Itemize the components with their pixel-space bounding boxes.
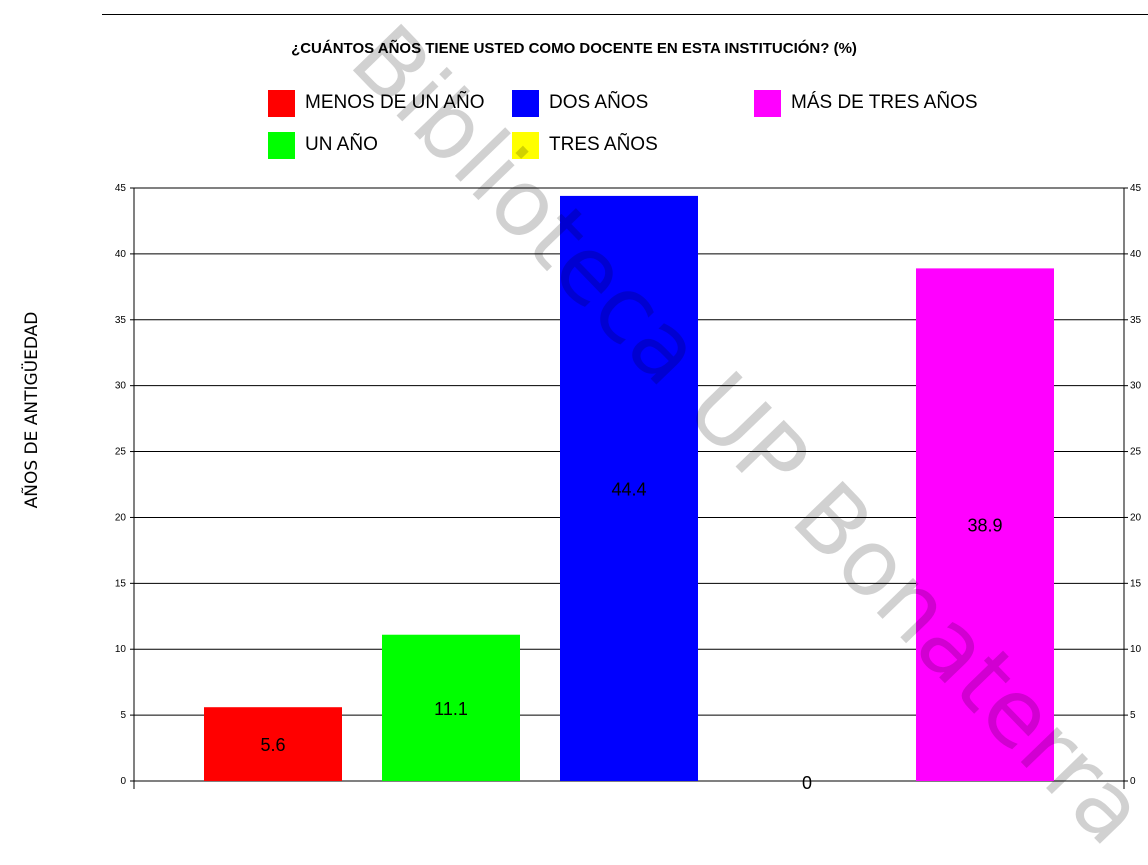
bar (382, 634, 520, 781)
y-tick-label-right: 0 (1130, 776, 1136, 787)
y-tick-label-right: 20 (1130, 512, 1142, 523)
legend-label: DOS AÑOS (549, 92, 649, 113)
data-label: 0 (802, 773, 812, 793)
bar (560, 195, 698, 781)
y-tick-label-left: 35 (115, 315, 127, 326)
y-tick-label-left: 25 (115, 447, 127, 458)
legend-label: TRES AÑOS (549, 134, 658, 155)
data-label: 11.1 (434, 699, 468, 719)
y-tick-label-left: 45 (115, 183, 127, 194)
bar (916, 268, 1054, 782)
legend-item-tres-anos: TRES AÑOS (512, 131, 658, 159)
y-tick-label-right: 35 (1130, 315, 1142, 326)
data-label: 38.9 (967, 516, 1002, 536)
y-tick-label-left: 10 (115, 644, 127, 655)
legend-swatch (512, 89, 539, 117)
chart-title: ¿CUÁNTOS AÑOS TIENE USTED COMO DOCENTE E… (291, 40, 857, 57)
data-label: 44.4 (611, 479, 646, 499)
legend-swatch (268, 131, 295, 159)
legend-item-mas-de-tres-anos: MÁS DE TRES AÑOS (754, 89, 978, 117)
y-tick-label-right: 10 (1130, 644, 1142, 655)
y-tick-label-right: 40 (1130, 249, 1142, 260)
y-tick-label-left: 5 (120, 710, 126, 721)
y-tick-label-left: 20 (115, 512, 127, 523)
bar (204, 707, 342, 781)
legend-item-un-ano: UN AÑO (268, 131, 378, 159)
legend-swatch (512, 131, 539, 159)
top-rule (102, 14, 1148, 15)
y-tick-label-left: 40 (115, 249, 127, 260)
y-tick-label-right: 45 (1130, 183, 1142, 194)
legend-item-menos-de-un-ano: MENOS DE UN AÑO (268, 89, 484, 117)
legend-swatch (268, 89, 295, 117)
y-tick-label-right: 30 (1130, 381, 1142, 392)
bar-chart: 0 0 5 5 10 10 15 15 20 20 25 25 30 30 35 35 40 40 45 45 5.6 1… (115, 183, 1142, 793)
legend-label: UN AÑO (305, 134, 378, 155)
y-tick-label-right: 15 (1130, 578, 1142, 589)
y-tick-label-right: 5 (1130, 710, 1136, 721)
y-tick-label-left: 0 (120, 776, 126, 787)
legend-swatch (754, 89, 781, 117)
legend-label: MENOS DE UN AÑO (305, 92, 485, 113)
y-tick-label-left: 30 (115, 381, 127, 392)
y-tick-label-left: 15 (115, 578, 127, 589)
data-label: 5.6 (260, 735, 285, 755)
legend-label: MÁS DE TRES AÑOS (791, 92, 978, 113)
legend-item-dos-anos: DOS AÑOS (512, 89, 648, 117)
y-tick-label-right: 25 (1130, 447, 1142, 458)
